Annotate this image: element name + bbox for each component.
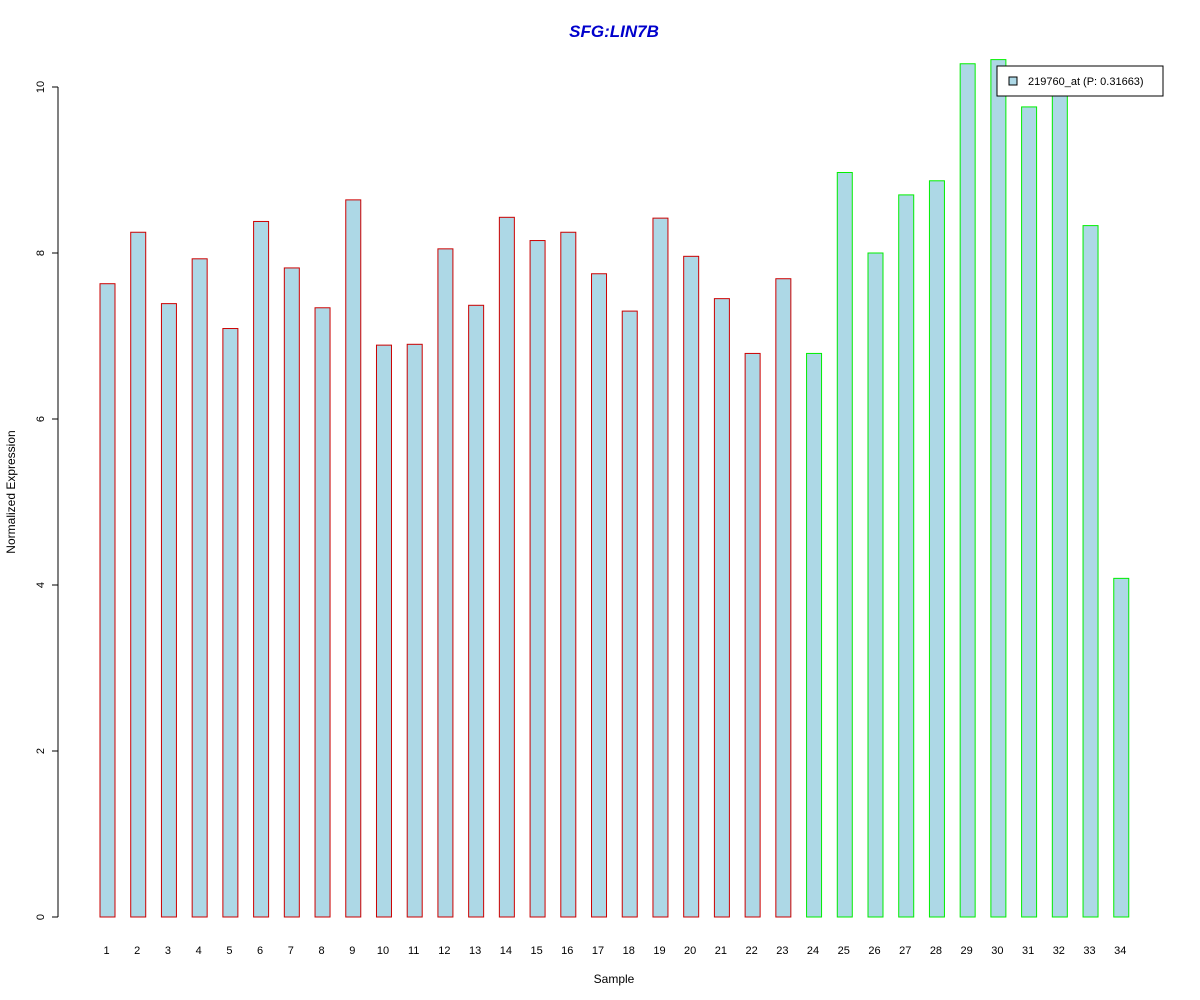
x-tick-label: 2 bbox=[134, 945, 140, 957]
x-tick-label: 16 bbox=[561, 945, 573, 957]
x-tick-label: 32 bbox=[1053, 945, 1065, 957]
x-tick-label: 29 bbox=[961, 945, 973, 957]
bar-sample-20 bbox=[683, 255, 700, 918]
bar-sample-7 bbox=[283, 267, 300, 918]
x-tick-label: 10 bbox=[377, 945, 389, 957]
x-tick-label: 21 bbox=[715, 945, 727, 957]
x-tick-labels: 1 2 3 4 5 6 7 8 9 10 11 12 13 14 15 16 17 18 19 20 21 22 23 24 2… bbox=[103, 945, 1126, 957]
x-tick-label: 4 bbox=[196, 945, 202, 957]
x-tick-label: 8 bbox=[318, 945, 324, 957]
bar-sample-32 bbox=[1051, 90, 1068, 918]
bar-sample-15 bbox=[529, 240, 546, 918]
bar-sample-1 bbox=[99, 283, 116, 918]
y-tick-label: 0 bbox=[35, 914, 47, 920]
bar-sample-11 bbox=[406, 343, 423, 918]
x-tick-label: 1 bbox=[103, 945, 109, 957]
bar-sample-33 bbox=[1082, 225, 1099, 918]
bar-sample-18 bbox=[621, 310, 638, 918]
legend-box bbox=[996, 65, 1164, 97]
legend-swatch bbox=[1008, 76, 1018, 86]
x-tick-label: 15 bbox=[530, 945, 542, 957]
bar-sample-9 bbox=[345, 199, 362, 918]
x-tick-label: 19 bbox=[653, 945, 665, 957]
bar-sample-3 bbox=[160, 303, 177, 918]
x-axis-label: Sample bbox=[594, 972, 635, 986]
bar-sample-25 bbox=[836, 171, 853, 918]
x-tick-label: 12 bbox=[438, 945, 450, 957]
bar-sample-4 bbox=[191, 258, 208, 918]
legend-entry: 219760_at (P: 0.31663) bbox=[1028, 76, 1144, 88]
x-tick-label: 18 bbox=[623, 945, 635, 957]
x-tick-label: 33 bbox=[1083, 945, 1095, 957]
bar-sample-5 bbox=[222, 328, 239, 918]
x-tick-label: 28 bbox=[930, 945, 942, 957]
chart-title: SFG:LIN7B bbox=[569, 22, 659, 41]
bar-sample-21 bbox=[713, 298, 730, 918]
bar-sample-17 bbox=[591, 273, 608, 918]
bar-sample-24 bbox=[806, 352, 823, 918]
x-tick-label: 11 bbox=[408, 945, 419, 957]
bar-sample-10 bbox=[375, 344, 392, 918]
y-tick-label: 2 bbox=[35, 748, 47, 754]
x-tick-label: 23 bbox=[776, 945, 788, 957]
bar-sample-29 bbox=[959, 63, 976, 918]
x-tick-label: 31 bbox=[1022, 945, 1034, 957]
x-tick-label: 30 bbox=[991, 945, 1003, 957]
x-tick-label: 13 bbox=[469, 945, 481, 957]
bar-sample-31 bbox=[1021, 106, 1038, 918]
bar-sample-27 bbox=[898, 194, 915, 918]
x-tick-label: 20 bbox=[684, 945, 696, 957]
legend: 219760_at (P: 0.31663) bbox=[996, 65, 1164, 97]
x-tick-label: 9 bbox=[349, 945, 355, 957]
y-tick-label: 8 bbox=[35, 250, 47, 256]
y-tick-label: 4 bbox=[35, 582, 47, 588]
x-tick-label: 27 bbox=[899, 945, 911, 957]
x-tick-label: 14 bbox=[500, 945, 512, 957]
x-tick-label: 3 bbox=[165, 945, 171, 957]
bar-sample-16 bbox=[560, 231, 577, 918]
bar-sample-22 bbox=[744, 352, 761, 918]
bar-sample-14 bbox=[498, 216, 515, 918]
bar-sample-13 bbox=[468, 304, 485, 918]
bar-sample-23 bbox=[775, 278, 792, 918]
x-tick-label: 34 bbox=[1114, 945, 1126, 957]
x-tick-label: 17 bbox=[592, 945, 604, 957]
x-tick-label: 5 bbox=[226, 945, 232, 957]
bar-sample-12 bbox=[437, 248, 454, 918]
x-tick-label: 6 bbox=[257, 945, 263, 957]
bar-sample-26 bbox=[867, 252, 884, 918]
x-tick-label: 26 bbox=[868, 945, 880, 957]
bar-sample-28 bbox=[928, 180, 945, 918]
y-axis-label: Normalized Expression bbox=[4, 430, 18, 553]
x-tick-label: 25 bbox=[838, 945, 850, 957]
bar-sample-8 bbox=[314, 307, 331, 918]
bar-sample-2 bbox=[130, 231, 147, 918]
bar-sample-34 bbox=[1113, 577, 1130, 918]
bar-sample-19 bbox=[652, 217, 669, 918]
x-tick-label: 24 bbox=[807, 945, 819, 957]
bar-sample-30 bbox=[990, 59, 1007, 918]
x-tick-label: 7 bbox=[288, 945, 294, 957]
bar-sample-6 bbox=[253, 220, 270, 918]
x-tick-label: 22 bbox=[745, 945, 757, 957]
y-tick-label: 6 bbox=[35, 416, 47, 422]
y-axis: 0 2 4 6 8 10 bbox=[35, 81, 59, 920]
bars bbox=[99, 59, 1130, 918]
y-tick-label: 10 bbox=[35, 81, 47, 93]
